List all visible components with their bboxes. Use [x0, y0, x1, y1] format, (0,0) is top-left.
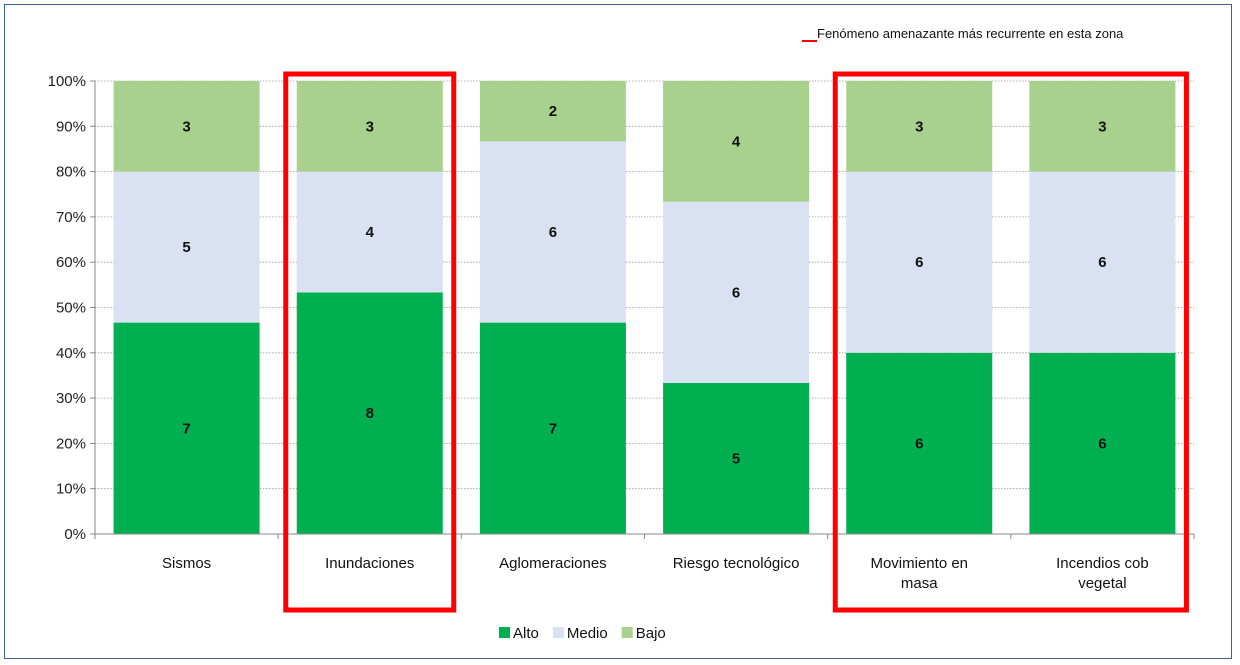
data-label: 6 — [732, 284, 740, 301]
bar-segment-alto — [113, 322, 260, 534]
data-label: 6 — [549, 224, 557, 241]
bar-segment-medio — [1029, 171, 1176, 353]
x-category-label: masa — [901, 575, 938, 592]
data-label: 5 — [732, 451, 740, 468]
highlight-box — [832, 71, 1189, 613]
bar-segment-bajo — [479, 81, 626, 142]
data-label: 7 — [549, 420, 557, 437]
bar-segment-bajo — [1029, 81, 1176, 172]
data-label: 3 — [1098, 118, 1106, 135]
x-category-label: Movimiento en — [870, 555, 968, 572]
data-label: 6 — [915, 254, 923, 271]
y-tick-label: 10% — [56, 481, 86, 498]
bar-segment-bajo — [846, 81, 993, 172]
bar-segment-alto — [663, 383, 810, 534]
bar-segment-medio — [479, 141, 626, 323]
y-tick-label: 90% — [56, 118, 86, 135]
y-tick-label: 40% — [56, 345, 86, 362]
legend-swatch-medio — [552, 627, 564, 638]
data-label: 7 — [182, 420, 190, 437]
bar-segment-bajo — [663, 81, 810, 202]
y-tick-label: 70% — [56, 209, 86, 226]
bar-segment-medio — [846, 171, 993, 353]
data-label: 6 — [915, 435, 923, 452]
data-label: 2 — [549, 103, 557, 120]
bar-segment-medio — [113, 171, 260, 323]
data-label: 6 — [1098, 435, 1106, 452]
y-tick-label: 60% — [56, 254, 86, 271]
legend-label-alto: Alto — [513, 625, 539, 642]
bar-segment-bajo — [113, 81, 260, 172]
x-category-label: Inundaciones — [325, 555, 414, 572]
x-category-label: Riesgo tecnológico — [673, 555, 800, 572]
x-category-label: Sismos — [162, 555, 211, 572]
data-label: 3 — [366, 118, 374, 135]
legend-label-bajo: Bajo — [636, 625, 666, 642]
y-tick-label: 0% — [64, 526, 86, 543]
data-label: 3 — [915, 118, 923, 135]
data-label: 4 — [366, 224, 375, 241]
y-tick-label: 50% — [56, 300, 86, 317]
legend-swatch-bajo — [621, 627, 633, 638]
data-label: 8 — [366, 405, 374, 422]
data-label: 4 — [732, 133, 741, 150]
data-label: 5 — [182, 239, 190, 256]
data-label: 3 — [182, 118, 190, 135]
x-category-label: Incendios cob — [1056, 555, 1149, 572]
y-tick-label: 100% — [48, 73, 86, 90]
data-label: 6 — [1098, 254, 1106, 271]
x-category-label: Aglomeraciones — [499, 555, 607, 572]
bar-segment-medio — [663, 201, 810, 383]
stacked-bar-chart: 0% 10% 20% 30% 40% 50% 60% 70% 80% 90% 100% 7 5 3 Sism… — [48, 26, 1195, 642]
highlight-box — [283, 71, 457, 613]
bar-segment-alto — [296, 292, 443, 534]
legend-label-medio: Medio — [567, 625, 608, 642]
y-tick-label: 80% — [56, 164, 86, 181]
legend-swatch-alto — [499, 627, 510, 638]
y-tick-label: 20% — [56, 435, 86, 452]
annotation-text: Fenómeno amenazante más recurrente en es… — [817, 26, 1124, 41]
bar-segment-alto — [1029, 352, 1176, 534]
bar-segment-alto — [479, 322, 626, 534]
x-category-label: vegetal — [1078, 575, 1126, 592]
bar-segment-bajo — [296, 81, 443, 172]
bar-segment-medio — [296, 171, 443, 293]
bar-segment-alto — [846, 352, 993, 534]
y-tick-label: 30% — [56, 390, 86, 407]
chart-frame: 0% 10% 20% 30% 40% 50% 60% 70% 80% 90% 100% 7 5 3 Sism… — [4, 4, 1232, 659]
